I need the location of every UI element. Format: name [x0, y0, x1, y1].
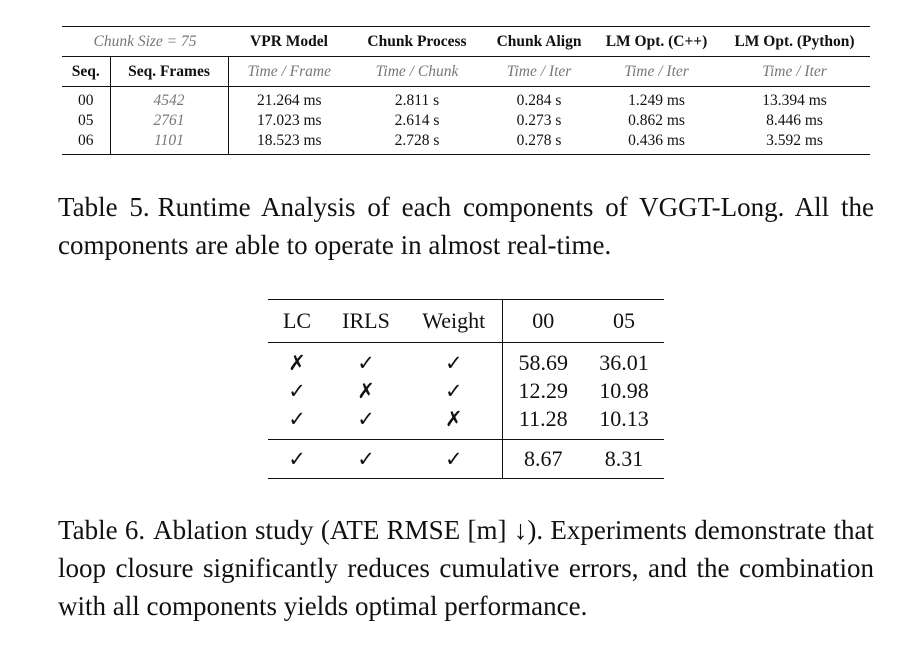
seq-id: 00	[62, 86, 111, 111]
col-irls: IRLS	[326, 299, 406, 343]
irls-mark: ✓	[326, 439, 406, 479]
chunk-align-time: 0.278 s	[484, 131, 594, 155]
col-lm-opt-cpp: LM Opt. (C++)	[594, 26, 719, 57]
unit-time-frame: Time / Frame	[228, 56, 350, 87]
col-chunk-process: Chunk Process	[350, 26, 484, 57]
col-vpr-model: VPR Model	[228, 26, 350, 57]
caption-label: Table 5.	[58, 192, 150, 222]
runtime-table: Chunk Size = 75 VPR Model Chunk Process …	[62, 26, 870, 155]
vpr-time: 21.264 ms	[256, 92, 322, 109]
col-chunk-align: Chunk Align	[484, 26, 594, 57]
unit-time-iter: Time / Iter	[594, 56, 719, 87]
table5-header-row-2: Seq. Seq. Frames Time / Frame Time / Chu…	[62, 56, 870, 87]
table6-caption: Table 6. Ablation study (ATE RMSE [m] ↓).…	[58, 511, 874, 625]
vpr-time: 17.023 ms	[256, 112, 322, 129]
lm-python-time: 13.394 ms	[762, 92, 827, 109]
ate-05: 10.98	[599, 378, 649, 403]
lm-cpp-time: 0.862 ms	[628, 112, 685, 129]
table-row: ✗ ✓ ✓ 58.69 36.01	[268, 342, 664, 377]
unit-time-iter: Time / Iter	[484, 56, 594, 87]
col-weight: Weight	[406, 299, 503, 343]
table6-header-row: LC IRLS Weight 00 05	[268, 299, 664, 343]
chunk-size-label: Chunk Size = 75	[62, 26, 228, 57]
irls-mark: ✓	[357, 351, 375, 375]
lm-cpp-time: 1.249 ms	[628, 92, 685, 109]
unit-time-iter: Time / Iter	[719, 56, 870, 87]
ate-00: 11.28	[502, 405, 584, 440]
ate-00: 12.29	[518, 378, 569, 403]
lm-cpp-time: 0.436 ms	[594, 131, 719, 155]
table-row: ✓ ✓ ✓ 8.67 8.31	[268, 439, 664, 479]
ate-05: 36.01	[599, 350, 649, 375]
weight-mark: ✓	[406, 439, 503, 479]
table-row: 06 1101 18.523 ms 2.728 s 0.278 s 0.436 …	[62, 131, 870, 155]
ablation-table: LC IRLS Weight 00 05 ✗ ✓ ✓ 58.69 36.01 ✓…	[268, 299, 664, 479]
chunk-process-time: 2.728 s	[350, 131, 484, 155]
ate-00: 8.67	[502, 439, 584, 479]
irls-mark: ✗	[357, 379, 375, 403]
table5-header-row-1: Chunk Size = 75 VPR Model Chunk Process …	[62, 26, 870, 57]
col-seq-05: 05	[584, 299, 664, 343]
col-seq-frames: Seq. Frames	[110, 56, 229, 87]
chunk-align-time: 0.284 s	[516, 92, 562, 109]
vpr-time: 18.523 ms	[228, 131, 350, 155]
lc-mark: ✓	[268, 439, 326, 479]
caption-label: Table 6.	[58, 515, 146, 545]
col-seq: Seq.	[62, 56, 111, 87]
seq-frames: 1101	[110, 131, 229, 155]
seq-frames: 2761	[110, 111, 229, 131]
col-seq-00: 00	[502, 299, 584, 343]
seq-frames: 4542	[110, 86, 229, 111]
table5-caption: Table 5. Runtime Analysis of each compone…	[58, 188, 874, 264]
chunk-process-time: 2.614 s	[394, 112, 440, 129]
weight-mark: ✓	[406, 377, 503, 405]
lc-mark: ✓	[268, 405, 326, 440]
table-row: 05 2761 17.023 ms 2.614 s 0.273 s 0.862 …	[62, 111, 870, 131]
chunk-process-time: 2.811 s	[394, 92, 440, 109]
caption-text: Runtime Analysis of each components of V…	[58, 192, 874, 260]
table-row: 00 4542 21.264 ms 2.811 s 0.284 s 1.249 …	[62, 86, 870, 111]
weight-mark: ✗	[406, 405, 503, 440]
table-row: ✓ ✗ ✓ 12.29 10.98	[268, 377, 664, 405]
lc-mark: ✓	[288, 379, 306, 403]
table-row: ✓ ✓ ✗ 11.28 10.13	[268, 405, 664, 440]
ate-00: 58.69	[518, 350, 569, 375]
weight-mark: ✓	[406, 342, 503, 377]
chunk-align-time: 0.273 s	[516, 112, 562, 129]
irls-mark: ✓	[326, 405, 406, 440]
col-lc: LC	[268, 299, 326, 343]
seq-id: 05	[62, 111, 111, 131]
lm-python-time: 3.592 ms	[719, 131, 870, 155]
ate-05: 8.31	[584, 439, 664, 479]
seq-id: 06	[62, 131, 111, 155]
lc-mark: ✗	[288, 351, 306, 375]
lm-python-time: 8.446 ms	[766, 112, 823, 129]
unit-time-chunk: Time / Chunk	[350, 56, 484, 87]
col-lm-opt-python: LM Opt. (Python)	[719, 26, 870, 57]
caption-text: Ablation study (ATE RMSE [m] ↓). Experim…	[58, 515, 874, 621]
ate-05: 10.13	[584, 405, 664, 440]
